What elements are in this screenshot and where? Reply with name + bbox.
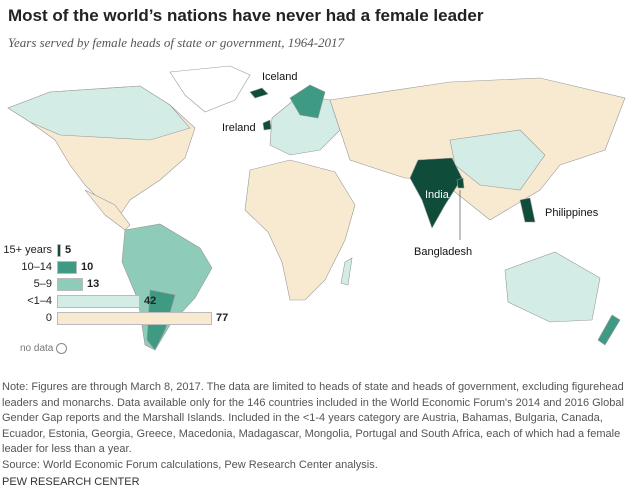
region-canada	[7, 85, 191, 141]
legend-bar	[57, 261, 77, 274]
legend-bar	[57, 312, 212, 325]
label-philippines: Philippines	[545, 207, 599, 219]
region-central-america	[84, 189, 131, 231]
source-text: Source: World Economic Forum calculation…	[2, 458, 378, 471]
label-india: India	[425, 189, 450, 201]
legend-bar	[57, 244, 61, 257]
region-ireland	[262, 119, 272, 131]
legend-no-data: no data	[20, 343, 68, 354]
legend-bar	[57, 278, 83, 291]
legend-label: 5–9	[33, 278, 52, 290]
legend-label: 10–14	[21, 261, 52, 273]
legend-count: 13	[87, 278, 100, 290]
region-australia	[504, 251, 601, 323]
chart-subtitle: Years served by female heads of state or…	[8, 35, 345, 50]
label-bangladesh: Bangladesh	[414, 246, 472, 258]
legend-label: 0	[45, 312, 52, 324]
legend-label: <1–4	[27, 295, 52, 307]
legend-count: 77	[216, 312, 229, 324]
region-scandinavia	[289, 84, 326, 119]
legend-bar	[57, 295, 140, 308]
region-madagascar	[340, 257, 353, 286]
region-india	[409, 157, 463, 229]
region-new-zealand	[597, 314, 621, 346]
legend-count: 5	[65, 244, 72, 256]
region-bangladesh	[456, 177, 465, 189]
chart-title: Most of the world’s nations have never h…	[8, 6, 484, 25]
region-iceland	[249, 87, 269, 99]
label-ireland: Ireland	[222, 122, 256, 134]
region-africa	[244, 159, 356, 301]
note-text: Note: Figures are through March 8, 2017.…	[2, 380, 634, 473]
region-south-america	[121, 223, 213, 351]
label-iceland: Iceland	[262, 71, 297, 83]
no-data-circle-icon	[56, 343, 68, 354]
brand-label: PEW RESEARCH CENTER	[2, 476, 140, 488]
legend-count: 42	[144, 295, 157, 307]
world-map: Iceland Ireland India Bangladesh Philipp…	[7, 65, 626, 351]
legend-count: 10	[81, 261, 94, 273]
legend-label: 15+ years	[3, 244, 52, 256]
region-philippines	[519, 197, 536, 223]
region-greenland	[169, 65, 251, 113]
